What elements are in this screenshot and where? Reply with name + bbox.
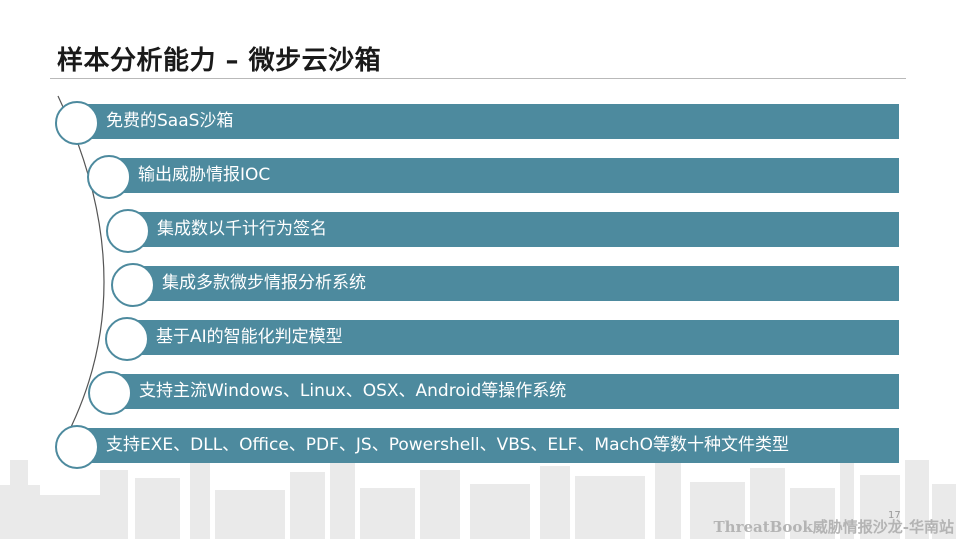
bullet-circle-6 — [88, 371, 132, 415]
list-item-bar-3: 集成数以千计行为签名 — [129, 212, 899, 247]
bullet-circle-5 — [105, 317, 149, 361]
bullet-circle-1 — [55, 101, 99, 145]
list-item-label: 输出威胁情报IOC — [138, 165, 271, 185]
list-item-label: 集成多款微步情报分析系统 — [162, 273, 366, 293]
skyline-background — [0, 440, 956, 539]
list-item-bar-7: 支持EXE、DLL、Office、PDF、JS、Powershell、VBS、E… — [78, 428, 899, 463]
list-item-label: 免费的SaaS沙箱 — [106, 111, 234, 131]
bullet-circle-2 — [87, 155, 131, 199]
bullet-circle-3 — [106, 209, 150, 253]
list-item-label: 支持主流Windows、Linux、OSX、Android等操作系统 — [139, 381, 567, 401]
list-item-bar-6: 支持主流Windows、Linux、OSX、Android等操作系统 — [111, 374, 899, 409]
bullet-circle-4 — [111, 263, 155, 307]
title-divider — [50, 78, 906, 79]
list-item-label: 集成数以千计行为签名 — [157, 219, 327, 239]
page-number: 17 — [888, 510, 901, 521]
footer-watermark: ThreatBook威胁情报沙龙-华南站 — [713, 518, 954, 536]
list-item-bar-4: 集成多款微步情报分析系统 — [134, 266, 899, 301]
bullet-circle-7 — [55, 425, 99, 469]
slide-title: 样本分析能力 – 微步云沙箱 — [57, 46, 382, 76]
list-item-label: 基于AI的智能化判定模型 — [156, 327, 343, 347]
list-item-bar-2: 输出威胁情报IOC — [110, 158, 899, 193]
list-item-label: 支持EXE、DLL、Office、PDF、JS、Powershell、VBS、E… — [106, 435, 790, 455]
list-item-bar-1: 免费的SaaS沙箱 — [78, 104, 899, 139]
list-item-bar-5: 基于AI的智能化判定模型 — [128, 320, 899, 355]
